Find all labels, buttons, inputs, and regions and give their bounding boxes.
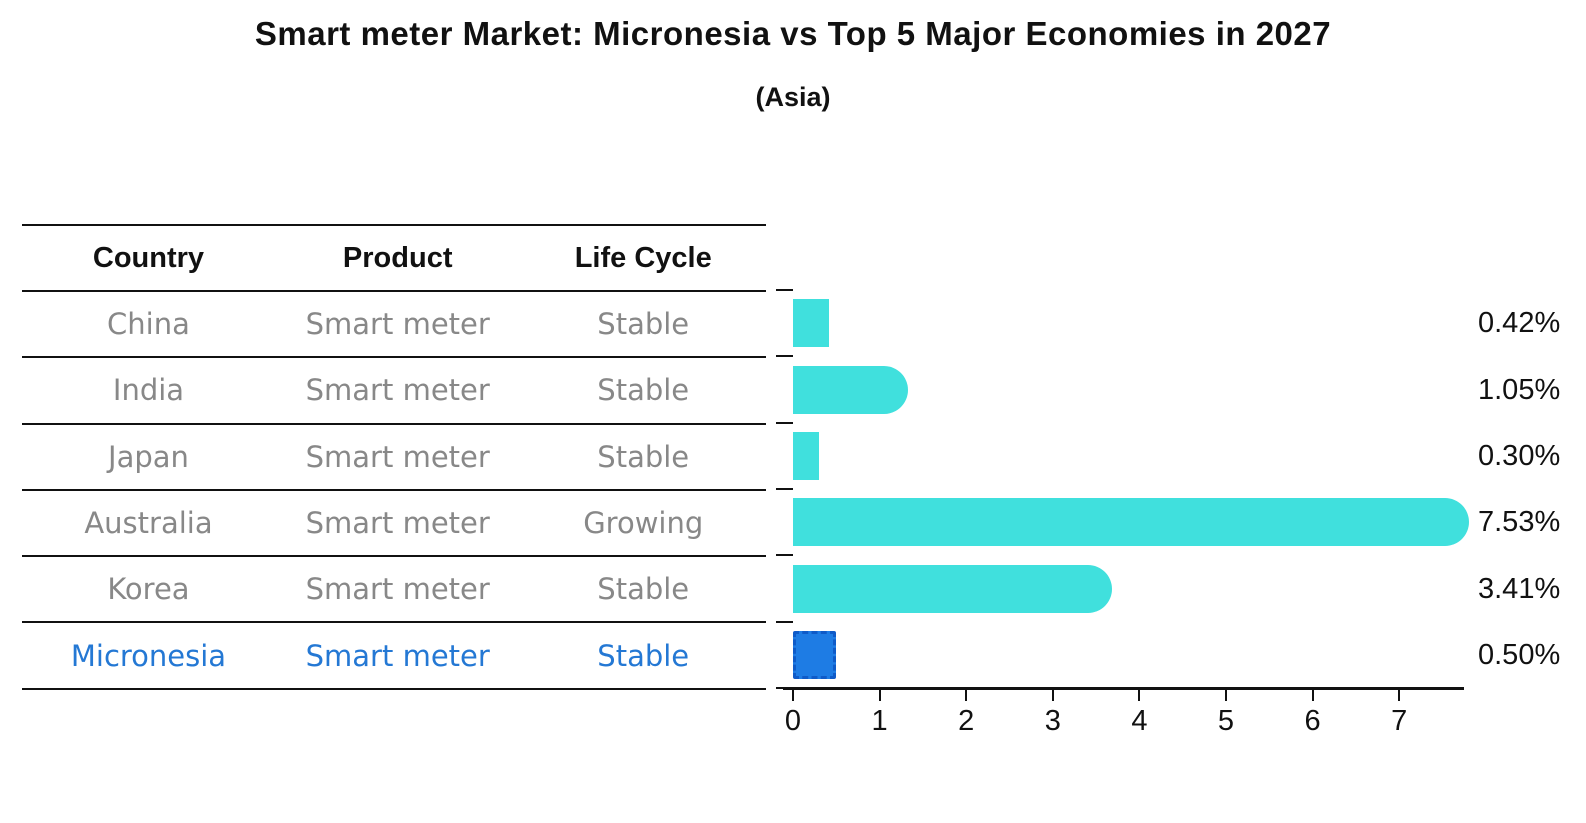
value-label-korea: 3.41%: [1478, 572, 1561, 605]
cell-product: Smart meter: [305, 638, 490, 673]
cell-life-cycle: Growing: [583, 506, 704, 541]
x-tick-7: [1398, 690, 1401, 701]
y-tick: [776, 620, 793, 623]
y-tick: [776, 355, 793, 358]
x-tick-label-7: 7: [1391, 705, 1408, 737]
value-label-australia: 7.53%: [1478, 506, 1561, 539]
bar-japan: [793, 431, 819, 480]
x-tick-5: [1225, 690, 1227, 701]
x-axis-line: [783, 687, 1464, 690]
x-tick-4: [1138, 690, 1141, 701]
value-label-micronesia: 0.50%: [1478, 638, 1561, 671]
x-tick-label-6: 6: [1304, 705, 1321, 737]
y-tick: [776, 686, 793, 689]
cell-product: Smart meter: [305, 572, 490, 607]
cell-life-cycle: Stable: [597, 638, 690, 673]
x-tick-label-5: 5: [1217, 705, 1235, 737]
bar-china: [793, 299, 830, 348]
table-row-japan: Japan Smart meter Stable: [22, 425, 766, 491]
cell-product: Smart meter: [305, 506, 490, 541]
cell-life-cycle: Stable: [597, 373, 690, 408]
x-tick-label-0: 0: [784, 705, 802, 737]
cell-country: China: [107, 307, 190, 342]
table-row-korea: Korea Smart meter Stable: [22, 557, 766, 624]
table-row-micronesia: Micronesia Smart meter Stable: [22, 623, 766, 690]
column-header-product: Product: [342, 241, 453, 274]
cell-country: Japan: [108, 439, 189, 474]
bar-plot: 0 1 2 3 4 5 6 7: [776, 224, 1470, 736]
chart-title: Smart meter Market: Micronesia vs Top 5 …: [254, 15, 1332, 52]
cell-country: Micronesia: [70, 638, 227, 673]
table-header-row: Country Product Life Cycle: [22, 226, 766, 292]
x-tick-label-1: 1: [871, 705, 888, 737]
cell-life-cycle: Stable: [597, 439, 690, 474]
x-tick-2: [965, 690, 968, 701]
cell-life-cycle: Stable: [597, 307, 690, 342]
bar-india: [793, 365, 908, 414]
cell-product: Smart meter: [305, 439, 490, 474]
y-tick: [776, 289, 793, 291]
y-tick: [776, 487, 793, 490]
chart-subtitle: (Asia): [755, 82, 831, 112]
bar-micronesia: [793, 630, 837, 679]
cell-product: Smart meter: [305, 307, 490, 342]
column-header-life-cycle: Life Cycle: [574, 241, 712, 274]
cell-country: Korea: [107, 572, 190, 607]
cell-country: Australia: [84, 506, 213, 541]
table-row-china: China Smart meter Stable: [22, 292, 766, 359]
x-tick-0: [792, 690, 794, 701]
table-row-india: India Smart meter Stable: [22, 358, 766, 425]
bar-australia: [793, 498, 1470, 547]
x-tick-label-2: 2: [958, 705, 975, 737]
value-label-india: 1.05%: [1478, 373, 1561, 406]
cell-life-cycle: Stable: [597, 572, 690, 607]
table-body: China Smart meter Stable India Smart meter St…: [22, 292, 766, 690]
y-tick: [776, 421, 793, 424]
y-tick: [776, 554, 793, 557]
value-label-japan: 0.30%: [1478, 439, 1561, 472]
x-tick-label-3: 3: [1044, 705, 1061, 737]
bar-korea: [793, 564, 1113, 613]
x-tick-6: [1311, 690, 1314, 701]
cell-country: India: [112, 373, 185, 408]
value-label-china: 0.42%: [1478, 307, 1561, 340]
cell-product: Smart meter: [305, 373, 490, 408]
x-tick-1: [878, 690, 881, 701]
table-row-australia: Australia Smart meter Growing: [22, 491, 766, 558]
column-header-country: Country: [92, 241, 205, 274]
x-tick-3: [1051, 690, 1054, 701]
x-tick-label-4: 4: [1131, 705, 1148, 737]
country-table: Country Product Life Cycle China Smart me…: [22, 224, 766, 690]
